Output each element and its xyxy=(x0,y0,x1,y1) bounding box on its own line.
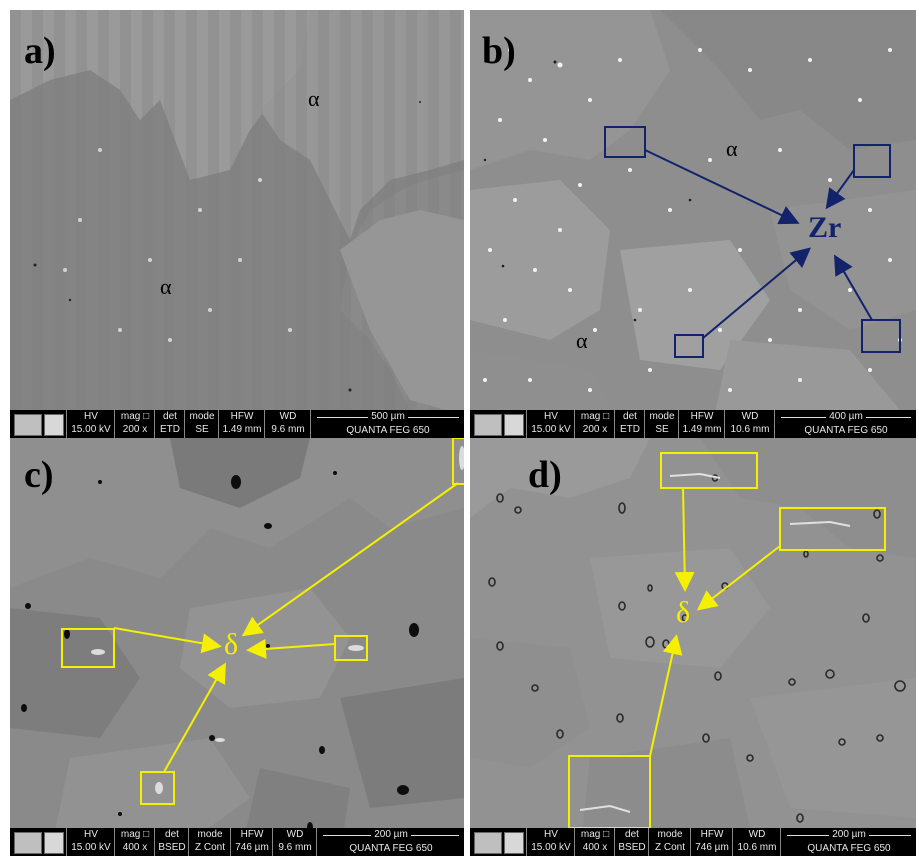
phase-label-alpha: α xyxy=(160,274,172,299)
scale-bar: 200 µm QUANTA FEG 650 xyxy=(316,828,464,856)
delta-pointer-arrow xyxy=(674,487,695,592)
micrograph-panel-b: b) α α Zr HV 15.00 kV mag □ 200 x det ETD m… xyxy=(470,10,916,438)
sem-image-b xyxy=(470,10,916,438)
info-hv: HV 15.00 kV xyxy=(66,828,115,856)
detector-logo-icon xyxy=(44,832,64,854)
zr-annotation-overlay xyxy=(604,126,901,358)
panel-label-b: b) xyxy=(482,30,516,72)
detector-logo-icon xyxy=(44,414,64,436)
info-mode: mode Z Cont xyxy=(188,828,231,856)
phase-label-alpha: α xyxy=(576,328,588,353)
zr-pointer-arrow xyxy=(825,169,855,210)
info-hv: HV 15.00 kV xyxy=(66,410,115,438)
zr-particle-box xyxy=(861,319,901,353)
info-wd: WD 9.6 mm xyxy=(264,410,311,438)
delta-pointer-arrow xyxy=(649,634,683,757)
info-mag: mag □ 400 x xyxy=(114,828,155,856)
delta-annotation-overlay xyxy=(568,452,886,829)
zr-particle-box xyxy=(604,126,646,158)
delta-pointer-arrow xyxy=(241,482,459,637)
detector-logo-icon xyxy=(504,832,524,854)
sem-image-d xyxy=(470,438,916,856)
info-mag: mag □ 200 x xyxy=(114,410,155,438)
detector-logo-icon xyxy=(504,414,524,436)
sem-info-bar: HV 15.00 kV mag □ 400 x det BSED mode Z Cont… xyxy=(470,828,916,856)
info-det: det ETD xyxy=(614,410,645,438)
info-mode: mode SE xyxy=(644,410,679,438)
delta-phase-box xyxy=(140,771,175,805)
sem-info-bar: HV 15.00 kV mag □ 200 x det ETD mode SE HFW 1… xyxy=(470,410,916,438)
delta-phase-box xyxy=(452,438,464,485)
info-det: det BSED xyxy=(154,828,189,856)
micrograph-panel-d: d) δ HV 15.00 kV mag □ 400 x det BSED mode Z… xyxy=(470,438,916,856)
panel-label-c: c) xyxy=(24,454,54,496)
sem-info-bar: HV 15.00 kV mag □ 400 x det BSED mode Z Cont… xyxy=(10,828,464,856)
sem-image-c xyxy=(10,438,464,856)
delta-label: δ xyxy=(676,596,691,629)
zr-pointer-arrow xyxy=(702,247,812,339)
micrograph-panel-c: c) δ HV 15.00 kV mag □ 400 x det BSED mode Z… xyxy=(10,438,464,856)
info-wd: WD 10.6 mm xyxy=(732,828,781,856)
scale-bar: 200 µm QUANTA FEG 650 xyxy=(780,828,916,856)
delta-phase-box xyxy=(779,507,886,551)
zr-particle-box xyxy=(853,144,891,178)
info-mode: mode SE xyxy=(184,410,219,438)
info-wd: WD 9.6 mm xyxy=(272,828,317,856)
info-mode: mode Z Cont xyxy=(648,828,691,856)
micrograph-panel-a: a) α α HV 15.00 kV mag □ 200 x det ETD mode… xyxy=(10,10,464,438)
delta-phase-box xyxy=(568,755,651,829)
delta-pointer-arrow xyxy=(696,545,781,611)
info-hfw: HFW 746 µm xyxy=(230,828,273,856)
panel-label-a: a) xyxy=(24,30,56,72)
fei-logo-icon xyxy=(14,414,42,436)
zr-pointer-arrow xyxy=(833,254,873,321)
info-det: det ETD xyxy=(154,410,185,438)
fei-logo-icon xyxy=(474,414,502,436)
delta-phase-box xyxy=(334,635,368,661)
panel-label-d: d) xyxy=(528,454,562,496)
delta-pointer-arrow xyxy=(113,627,222,654)
delta-annotation-overlay xyxy=(61,438,464,805)
info-hfw: HFW 1.49 mm xyxy=(678,410,725,438)
info-mag: mag □ 400 x xyxy=(574,828,615,856)
info-hfw: HFW 746 µm xyxy=(690,828,733,856)
info-mag: mag □ 200 x xyxy=(574,410,615,438)
info-hfw: HFW 1.49 mm xyxy=(218,410,265,438)
zr-particle-box xyxy=(674,334,704,358)
delta-label: δ xyxy=(224,628,239,661)
sem-info-bar: HV 15.00 kV mag □ 200 x det ETD mode SE HFW 1… xyxy=(10,410,464,438)
fei-logo-icon xyxy=(474,832,502,854)
info-det: det BSED xyxy=(614,828,649,856)
zr-label: Zr xyxy=(808,211,842,244)
delta-pointer-arrow xyxy=(163,662,226,773)
delta-phase-box xyxy=(61,628,115,668)
delta-phase-box xyxy=(660,452,758,489)
scale-bar: 400 µm QUANTA FEG 650 xyxy=(774,410,916,438)
fei-logo-icon xyxy=(14,832,42,854)
sem-image-a xyxy=(10,10,464,438)
scale-bar: 500 µm QUANTA FEG 650 xyxy=(310,410,464,438)
phase-label-alpha: α xyxy=(726,136,738,161)
info-wd: WD 10.6 mm xyxy=(724,410,775,438)
delta-pointer-arrow xyxy=(246,638,336,659)
info-hv: HV 15.00 kV xyxy=(526,828,575,856)
zr-pointer-arrow xyxy=(644,149,800,225)
info-hv: HV 15.00 kV xyxy=(526,410,575,438)
phase-label-alpha: α xyxy=(308,86,320,111)
